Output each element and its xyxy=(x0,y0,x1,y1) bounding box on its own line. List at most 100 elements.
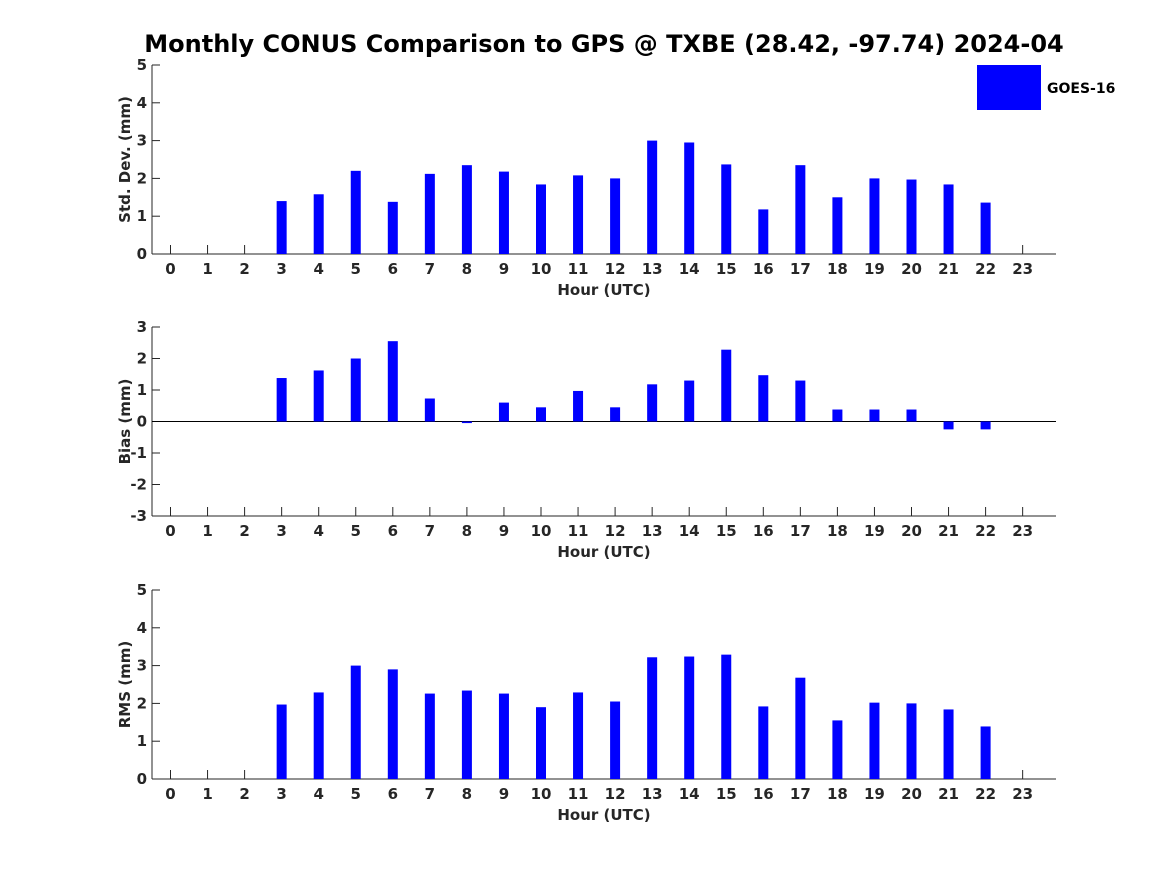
bar-hour-11 xyxy=(573,175,584,254)
x-tick-label: 23 xyxy=(1012,785,1033,803)
x-tick-label: 23 xyxy=(1012,260,1033,278)
x-tick-label: 19 xyxy=(864,522,885,540)
x-tick-label: 3 xyxy=(276,522,286,540)
y-tick-label: 4 xyxy=(137,619,147,637)
bar-hour-3 xyxy=(276,704,287,779)
y-tick-label: 3 xyxy=(137,318,147,336)
x-tick-label: 17 xyxy=(790,785,811,803)
x-tick-label: 1 xyxy=(202,260,212,278)
bar-hour-14 xyxy=(684,656,695,779)
bar-hour-3 xyxy=(276,201,287,254)
x-tick-label: 19 xyxy=(864,260,885,278)
x-tick-label: 11 xyxy=(568,785,589,803)
x-tick-label: 15 xyxy=(716,260,737,278)
x-tick-label: 16 xyxy=(753,785,774,803)
y-tick-label: 2 xyxy=(137,350,147,368)
legend-label: GOES-16 xyxy=(1047,81,1115,97)
bar-hour-11 xyxy=(573,390,584,422)
bar-hour-19 xyxy=(869,702,880,779)
x-tick-label: 7 xyxy=(425,522,435,540)
bar-hour-8 xyxy=(461,421,472,424)
x-tick-label: 4 xyxy=(313,785,323,803)
x-tick-label: 3 xyxy=(276,785,286,803)
x-tick-label: 7 xyxy=(425,260,435,278)
y-tick-label: 3 xyxy=(137,132,147,150)
x-tick-label: 20 xyxy=(901,522,922,540)
x-tick-label: 2 xyxy=(239,785,249,803)
bar-hour-10 xyxy=(536,184,546,254)
bar-hour-12 xyxy=(610,407,621,422)
x-tick-label: 0 xyxy=(165,260,175,278)
x-tick-label: 15 xyxy=(716,785,737,803)
x-tick-label: 0 xyxy=(165,522,175,540)
bar-hour-6 xyxy=(387,669,398,779)
y-axis-label: Bias (mm) xyxy=(116,379,134,465)
x-tick-label: 17 xyxy=(790,260,811,278)
y-tick-label: 1 xyxy=(137,381,147,399)
x-tick-label: 18 xyxy=(827,522,848,540)
bar-hour-22 xyxy=(980,421,991,430)
y-tick-label: -3 xyxy=(130,507,147,525)
bar-hour-14 xyxy=(684,380,695,422)
bar-hour-4 xyxy=(313,692,324,779)
x-tick-label: 1 xyxy=(202,785,212,803)
x-tick-label: 11 xyxy=(568,260,589,278)
y-tick-label: 0 xyxy=(137,770,147,788)
bar-hour-13 xyxy=(647,384,658,422)
bar-hour-12 xyxy=(610,701,621,779)
x-tick-label: 13 xyxy=(642,260,663,278)
bar-hour-16 xyxy=(758,209,769,254)
x-tick-label: 21 xyxy=(938,785,959,803)
bar-hour-17 xyxy=(795,165,806,254)
bar-hour-19 xyxy=(869,409,880,422)
x-tick-label: 13 xyxy=(642,522,663,540)
y-tick-label: 0 xyxy=(137,413,147,431)
bar-hour-17 xyxy=(795,380,806,422)
x-tick-label: 12 xyxy=(605,522,626,540)
bar-hour-15 xyxy=(721,654,732,779)
x-tick-label: 18 xyxy=(827,260,848,278)
bar-hour-3 xyxy=(276,378,287,422)
x-tick-label: 20 xyxy=(901,260,922,278)
bar-hour-16 xyxy=(758,375,769,422)
x-tick-label: 7 xyxy=(425,785,435,803)
y-tick-label: 5 xyxy=(137,581,147,599)
bar-hour-9 xyxy=(498,171,509,254)
x-tick-label: 21 xyxy=(938,522,959,540)
x-tick-label: 1 xyxy=(202,522,212,540)
bar-hour-7 xyxy=(424,173,435,254)
bar-hour-10 xyxy=(536,407,546,422)
bar-hour-22 xyxy=(980,726,991,779)
x-tick-label: 9 xyxy=(499,522,509,540)
x-tick-label: 4 xyxy=(313,260,323,278)
x-tick-label: 19 xyxy=(864,785,885,803)
bar-hour-21 xyxy=(943,184,954,254)
y-axis-label: RMS (mm) xyxy=(116,641,134,728)
x-tick-label: 6 xyxy=(388,260,398,278)
bar-hour-5 xyxy=(350,358,361,422)
x-tick-label: 13 xyxy=(642,785,663,803)
x-tick-label: 12 xyxy=(605,785,626,803)
x-tick-label: 21 xyxy=(938,260,959,278)
x-tick-label: 14 xyxy=(679,785,700,803)
bar-hour-12 xyxy=(610,178,621,254)
x-tick-label: 20 xyxy=(901,785,922,803)
bar-hour-20 xyxy=(906,409,917,422)
x-tick-label: 6 xyxy=(388,522,398,540)
x-tick-label: 17 xyxy=(790,522,811,540)
x-tick-label: 16 xyxy=(753,522,774,540)
x-tick-label: 9 xyxy=(499,785,509,803)
x-tick-label: 5 xyxy=(351,522,361,540)
bar-hour-19 xyxy=(869,178,880,254)
x-tick-label: 15 xyxy=(716,522,737,540)
bar-hour-20 xyxy=(906,703,917,779)
y-tick-label: 2 xyxy=(137,694,147,712)
bar-hour-13 xyxy=(647,140,658,254)
y-tick-label: 2 xyxy=(137,169,147,187)
x-tick-label: 22 xyxy=(975,522,996,540)
bar-hour-4 xyxy=(313,194,324,254)
x-tick-label: 5 xyxy=(351,785,361,803)
